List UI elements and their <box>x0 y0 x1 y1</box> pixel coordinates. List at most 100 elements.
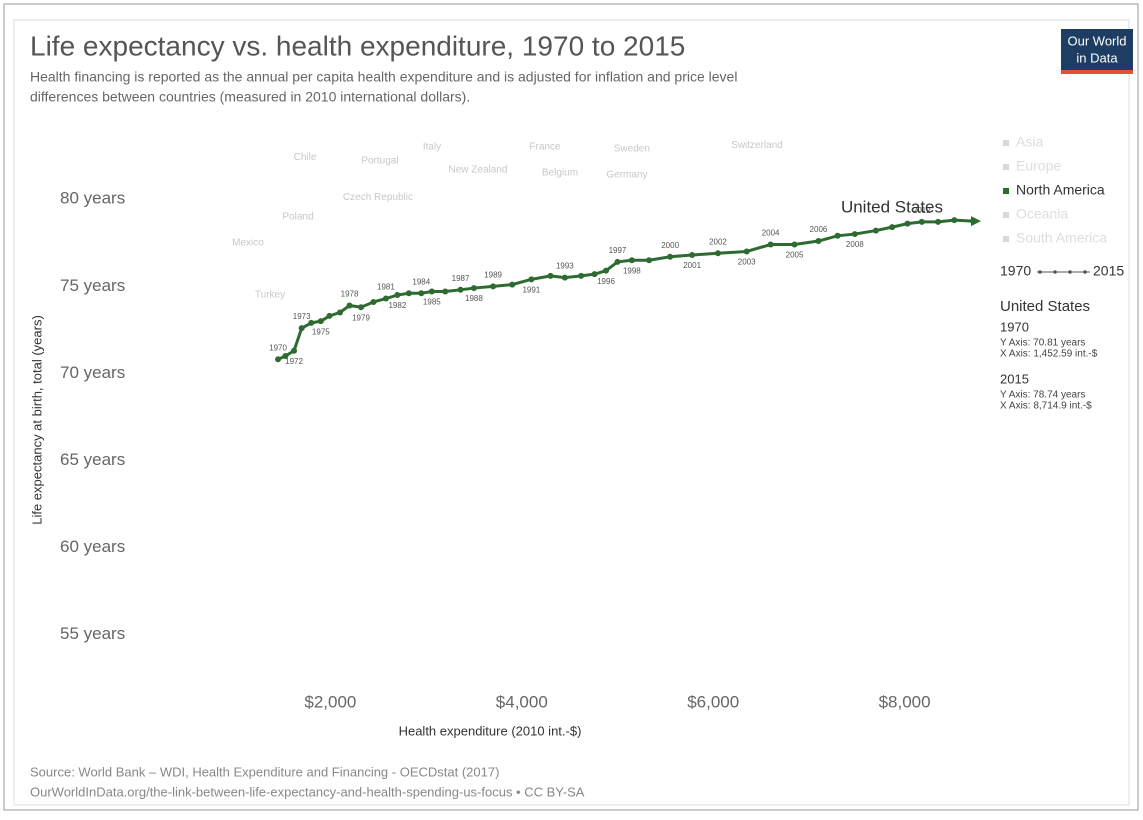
chart-title: Life expectancy vs. health expenditure, … <box>30 30 685 61</box>
data-point <box>743 248 750 255</box>
point-label: 1975 <box>312 327 330 336</box>
data-point <box>509 281 516 288</box>
data-point <box>851 231 858 238</box>
logo-text: Our World <box>1068 33 1127 48</box>
data-point <box>791 241 798 248</box>
y-axis-label: Life expectancy at birth, total (years) <box>29 315 44 525</box>
inner-frame <box>13 19 1130 806</box>
data-point <box>275 356 282 363</box>
data-point <box>918 218 925 225</box>
data-point <box>578 272 585 279</box>
data-point <box>291 347 298 354</box>
data-point <box>394 292 401 299</box>
data-point <box>370 299 377 305</box>
data-point <box>904 220 911 227</box>
point-label: 1997 <box>609 246 627 255</box>
point-label: 1987 <box>452 274 470 283</box>
point-label: 1981 <box>377 283 395 292</box>
data-point <box>428 288 435 295</box>
timeline-start: 1970 <box>1000 263 1031 279</box>
data-point <box>470 285 477 292</box>
data-point <box>336 309 343 316</box>
legend-label: South America <box>1016 230 1107 246</box>
info-x: X Axis: 1,452.59 int.-$ <box>1000 349 1098 360</box>
point-label: 1984 <box>412 277 430 286</box>
country-label: New Zealand <box>449 164 508 175</box>
frame <box>3 3 1139 811</box>
x-tick-label: $6,000 <box>687 692 739 711</box>
country-label: Mexico <box>232 237 264 248</box>
point-label: 1989 <box>484 270 502 279</box>
data-point <box>834 232 841 239</box>
y-tick-label: 75 years <box>60 276 125 295</box>
data-point <box>358 304 365 311</box>
point-label: 2004 <box>762 229 780 238</box>
point-label: 2001 <box>683 261 701 270</box>
data-point <box>767 241 774 248</box>
data-point <box>490 283 497 290</box>
data-point <box>815 238 822 245</box>
country-label: Sweden <box>614 143 650 154</box>
timeline-dot <box>1068 270 1072 274</box>
data-point <box>714 250 721 257</box>
info-x: X Axis: 8,714.9 int.-$ <box>1000 401 1092 412</box>
x-axis-label: Health expenditure (2010 int.-$) <box>399 723 582 738</box>
legend-swatch <box>1003 140 1009 146</box>
data-point <box>547 272 554 279</box>
point-label: 1988 <box>465 294 483 303</box>
legend-label: Asia <box>1016 134 1043 150</box>
logo-stripe <box>1061 70 1133 74</box>
legend-label: Oceania <box>1016 206 1068 222</box>
legend-swatch <box>1003 164 1009 170</box>
data-point <box>614 258 621 265</box>
point-label: 1985 <box>423 298 441 307</box>
point-label: 1978 <box>341 290 359 299</box>
info-y: Y Axis: 78.74 years <box>1000 390 1085 401</box>
country-label: France <box>529 142 561 153</box>
country-label: Czech Republic <box>343 192 413 203</box>
y-tick-label: 65 years <box>60 450 125 469</box>
country-label: Switzerland <box>731 140 783 151</box>
data-point <box>457 286 464 293</box>
data-point <box>346 302 353 309</box>
subtitle: differences between countries (measured … <box>30 89 470 105</box>
legend-label: Europe <box>1016 158 1061 174</box>
point-label: 2003 <box>738 258 756 267</box>
country-label: Turkey <box>255 290 285 301</box>
data-point <box>418 290 425 297</box>
country-label: Germany <box>606 169 647 180</box>
country-label: Chile <box>294 152 317 163</box>
point-label: 1993 <box>556 262 574 271</box>
y-tick-label: 60 years <box>60 537 125 556</box>
point-label: 1996 <box>597 277 615 286</box>
legend-swatch <box>1003 188 1009 194</box>
data-point <box>951 217 958 224</box>
data-point <box>528 276 535 283</box>
data-point <box>646 257 653 264</box>
legend-swatch <box>1003 236 1009 242</box>
data-point <box>889 224 896 231</box>
data-point <box>442 288 449 295</box>
y-tick-label: 70 years <box>60 363 125 382</box>
data-point <box>872 227 879 234</box>
data-point <box>308 319 315 326</box>
x-tick-label: $8,000 <box>879 692 931 711</box>
point-label: 1973 <box>293 312 311 321</box>
data-point <box>405 290 412 297</box>
point-label: 2005 <box>786 251 804 260</box>
series-label: United States <box>841 198 943 217</box>
y-tick-label: 80 years <box>60 189 125 208</box>
series-line <box>277 218 974 361</box>
point-label: 1979 <box>352 313 370 322</box>
timeline-dot <box>1083 270 1087 274</box>
data-point <box>667 253 674 260</box>
point-label: 1982 <box>388 301 406 310</box>
info-year: 1970 <box>1000 319 1029 334</box>
point-label: 1972 <box>285 357 303 366</box>
data-point <box>935 218 942 225</box>
country-label: Poland <box>282 211 313 222</box>
logo <box>1061 29 1133 73</box>
data-point <box>317 318 324 325</box>
source: Source: World Bank – WDI, Health Expendi… <box>30 764 499 779</box>
